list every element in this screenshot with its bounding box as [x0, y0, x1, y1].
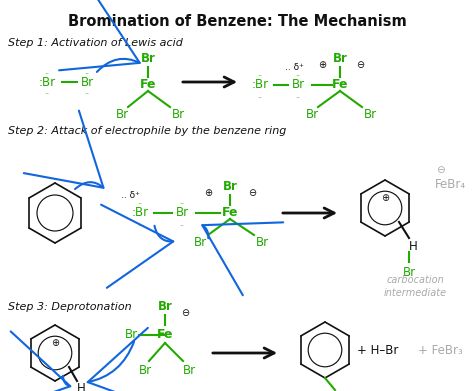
Text: .. δ⁺: .. δ⁺ — [284, 63, 303, 72]
FancyArrowPatch shape — [0, 332, 70, 391]
Text: ⊕: ⊕ — [318, 60, 326, 70]
Text: Fe: Fe — [140, 79, 156, 91]
Text: Fe: Fe — [157, 328, 173, 341]
Text: ..: .. — [295, 90, 301, 99]
Text: Bromination of Benzene: The Mechanism: Bromination of Benzene: The Mechanism — [68, 14, 406, 29]
Text: Step 3: Deprotonation: Step 3: Deprotonation — [8, 302, 132, 312]
FancyArrowPatch shape — [24, 111, 103, 189]
Text: ⊖: ⊖ — [436, 165, 444, 175]
Text: Br: Br — [364, 108, 376, 122]
Text: Br: Br — [172, 108, 184, 122]
Text: + H–Br: + H–Br — [357, 344, 399, 357]
FancyArrowPatch shape — [202, 222, 283, 295]
Text: ..: .. — [137, 197, 143, 206]
FancyArrowPatch shape — [88, 328, 164, 391]
Text: :Br: :Br — [251, 79, 269, 91]
Text: ⊖: ⊖ — [248, 188, 256, 198]
Text: Fe: Fe — [332, 79, 348, 91]
Text: ..: .. — [45, 66, 50, 75]
Text: Step 1: Activation of Lewis acid: Step 1: Activation of Lewis acid — [8, 38, 183, 48]
FancyArrowPatch shape — [59, 0, 140, 72]
Text: Step 2: Attack of electrophile by the benzene ring: Step 2: Attack of electrophile by the be… — [8, 126, 286, 136]
Text: ..: .. — [45, 88, 50, 97]
Text: ..: .. — [137, 219, 143, 228]
Text: :Br: :Br — [38, 75, 55, 88]
Text: Br: Br — [292, 79, 305, 91]
FancyArrowPatch shape — [101, 204, 173, 288]
Text: Br: Br — [223, 181, 237, 194]
Text: H: H — [409, 240, 418, 253]
Text: :Br: :Br — [131, 206, 148, 219]
Text: carbocation: carbocation — [386, 275, 444, 285]
Text: Br: Br — [141, 52, 155, 66]
Text: ⊕: ⊕ — [381, 193, 389, 203]
Text: Br: Br — [157, 301, 173, 314]
Text: Br: Br — [193, 237, 207, 249]
Text: intermediate: intermediate — [383, 288, 447, 298]
Text: ..: .. — [179, 197, 185, 206]
Text: ⊖: ⊖ — [356, 60, 364, 70]
Text: Br: Br — [116, 108, 128, 122]
Text: Br: Br — [182, 364, 196, 377]
Text: ⊕: ⊕ — [51, 338, 59, 348]
Text: Br: Br — [305, 108, 319, 122]
Text: + FeBr₃: + FeBr₃ — [418, 344, 462, 357]
Text: Br: Br — [125, 328, 137, 341]
Text: Br: Br — [138, 364, 152, 377]
Text: Fe: Fe — [222, 206, 238, 219]
Text: Br: Br — [402, 265, 416, 278]
Text: Br: Br — [175, 206, 189, 219]
Text: ⊕: ⊕ — [204, 188, 212, 198]
Text: .. δ⁺: .. δ⁺ — [120, 190, 139, 199]
Text: ..: .. — [84, 66, 90, 75]
Text: Br: Br — [333, 52, 347, 66]
Text: FeBr₄: FeBr₄ — [435, 178, 465, 190]
Text: ..: .. — [257, 90, 263, 99]
Text: Br: Br — [81, 75, 93, 88]
Text: ..: .. — [257, 70, 263, 79]
Text: Br: Br — [255, 237, 269, 249]
Text: ..: .. — [179, 219, 185, 228]
Text: ⊖: ⊖ — [181, 308, 189, 318]
Text: H: H — [77, 382, 85, 391]
Text: ..: .. — [84, 88, 90, 97]
Text: ..: .. — [295, 70, 301, 79]
